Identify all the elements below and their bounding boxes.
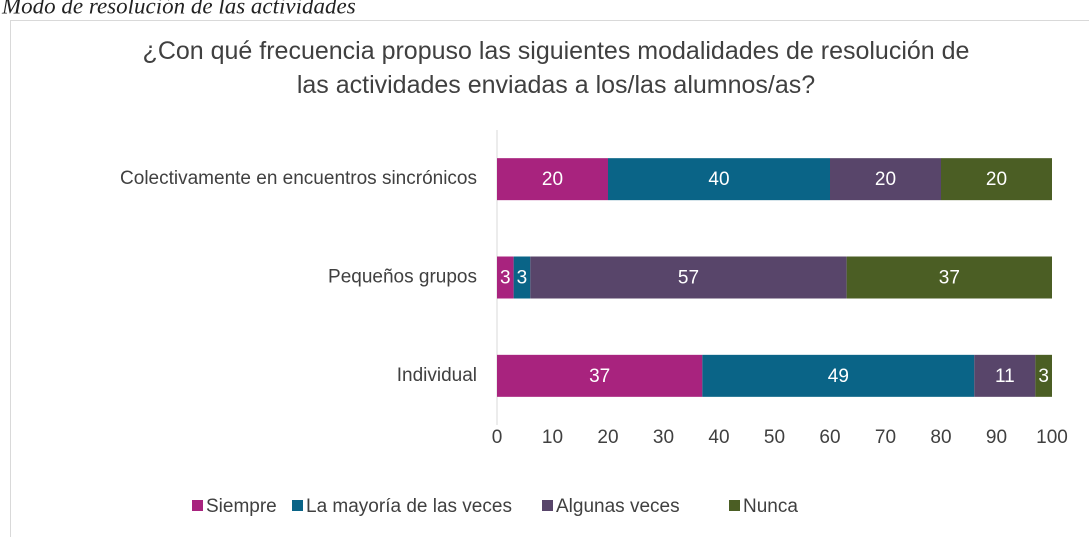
value-label: 37 <box>939 268 960 289</box>
bar-segment <box>497 158 608 201</box>
x-tick-label: 90 <box>986 427 1007 448</box>
legend-label: Algunas veces <box>556 496 680 517</box>
caption: Modo de resolución de las actividades <box>1 0 356 18</box>
value-label: 20 <box>986 169 1007 190</box>
y-tick-label: Colectivamente en encuentros sincrónicos <box>120 168 477 189</box>
value-label: 20 <box>542 169 563 190</box>
bar-segment <box>530 256 847 299</box>
bar-segment <box>702 354 975 397</box>
bar-segment <box>513 256 531 299</box>
bar-segment <box>830 158 941 201</box>
x-tick-label: 60 <box>819 427 840 448</box>
value-label: 20 <box>875 169 896 190</box>
legend-swatch <box>542 500 553 511</box>
x-tick-label: 40 <box>708 427 729 448</box>
legend-label: Nunca <box>743 496 798 517</box>
value-label: 3 <box>500 268 511 289</box>
legend-swatch <box>292 500 303 511</box>
bar-segment <box>974 354 1036 397</box>
x-tick-label: 80 <box>930 427 951 448</box>
bar-segment <box>497 256 514 299</box>
bar-segment <box>497 354 703 397</box>
bar-segment <box>941 158 1052 201</box>
x-tick-label: 30 <box>653 427 674 448</box>
legend-label: Siempre <box>206 496 277 517</box>
y-tick-label: Pequeños grupos <box>328 267 477 288</box>
x-tick-label: 10 <box>542 427 563 448</box>
value-label: 11 <box>995 366 1015 387</box>
value-label: 3 <box>517 268 528 289</box>
x-tick-label: 0 <box>492 427 503 448</box>
legend-swatch <box>192 500 203 511</box>
legend-swatch <box>729 500 740 511</box>
value-label: 3 <box>1038 366 1049 387</box>
x-tick-label: 20 <box>597 427 618 448</box>
x-tick-label: 100 <box>1036 427 1068 448</box>
bar-segment <box>846 256 1052 299</box>
legend-label: La mayoría de las veces <box>306 496 512 517</box>
y-tick-label: Individual <box>397 365 477 386</box>
value-label: 40 <box>708 169 729 190</box>
value-label: 37 <box>589 366 610 387</box>
value-label: 49 <box>828 366 849 387</box>
chart-title: ¿Con qué frecuencia propuso las siguient… <box>142 37 970 99</box>
bar-segment <box>1035 354 1052 397</box>
x-tick-label: 50 <box>764 427 785 448</box>
value-label: 57 <box>678 268 699 289</box>
x-tick-label: 70 <box>875 427 896 448</box>
bar-segment <box>608 158 830 201</box>
